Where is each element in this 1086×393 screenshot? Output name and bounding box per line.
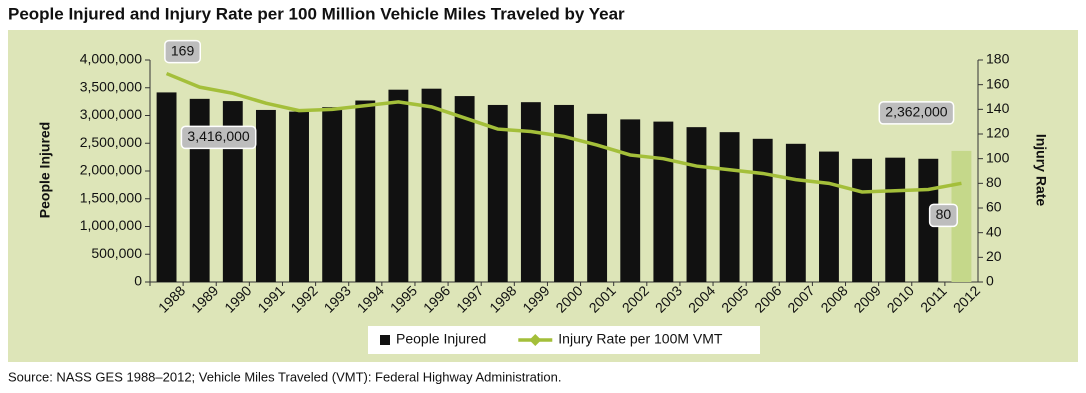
y-axis-title: People Injured bbox=[37, 122, 53, 218]
bar bbox=[653, 121, 674, 282]
bar bbox=[355, 100, 376, 282]
bar bbox=[752, 138, 773, 282]
y2-tick-label: 20 bbox=[986, 248, 1002, 264]
data-label-box bbox=[878, 101, 955, 125]
line bbox=[165, 71, 962, 194]
chart-title: People Injured and Injury Rate per 100 M… bbox=[8, 4, 625, 23]
data-label: 169 bbox=[171, 42, 195, 58]
y-tick-label: 3,000,000 bbox=[80, 106, 142, 122]
data-label: 2,362,000 bbox=[885, 104, 947, 120]
data-label: 80 bbox=[936, 206, 952, 222]
bar bbox=[785, 143, 806, 282]
bar bbox=[554, 104, 574, 282]
data-label-box bbox=[180, 125, 257, 150]
y-tick-label: 3,500,000 bbox=[80, 78, 142, 94]
bar bbox=[819, 151, 839, 282]
bar bbox=[289, 111, 309, 283]
bar bbox=[156, 92, 177, 282]
y2-tick-label: 0 bbox=[986, 273, 994, 289]
legend-label: People Injured bbox=[396, 331, 486, 347]
y2-tick-label: 100 bbox=[986, 149, 1010, 165]
y2-tick-label: 40 bbox=[986, 223, 1002, 239]
y2-tick-label: 60 bbox=[986, 199, 1002, 215]
legend-swatch bbox=[380, 335, 390, 345]
y-tick-label: 2,000,000 bbox=[80, 162, 142, 178]
legend-label: Injury Rate per 100M VMT bbox=[558, 331, 723, 347]
bar bbox=[587, 113, 608, 283]
data-label-box bbox=[928, 203, 958, 228]
bar bbox=[620, 119, 641, 282]
bar bbox=[255, 109, 276, 282]
y2-tick-label: 180 bbox=[986, 51, 1010, 67]
y-tick-label: 2,500,000 bbox=[80, 134, 142, 150]
y2-axis-title: Injury Rate bbox=[1033, 134, 1049, 207]
y2-tick-label: 80 bbox=[986, 174, 1002, 190]
bar bbox=[852, 158, 873, 282]
legend-box bbox=[368, 326, 760, 354]
bar bbox=[487, 104, 508, 282]
y-tick-label: 4,000,000 bbox=[80, 51, 142, 67]
source-note: Source: NASS GES 1988–2012; Vehicle Mile… bbox=[8, 369, 561, 384]
data-label-box bbox=[164, 39, 201, 64]
bar bbox=[719, 132, 740, 282]
y2-tick-label: 120 bbox=[986, 125, 1010, 141]
y2-tick-label: 160 bbox=[986, 75, 1010, 91]
bar bbox=[322, 107, 343, 282]
bar bbox=[388, 89, 409, 282]
bar bbox=[686, 127, 707, 282]
bar bbox=[421, 88, 442, 282]
y2-tick-label: 140 bbox=[986, 100, 1010, 116]
legend-marker bbox=[529, 334, 542, 346]
bar bbox=[454, 96, 475, 282]
y-tick-label: 500,000 bbox=[91, 245, 142, 261]
y-tick-label: 1,000,000 bbox=[80, 217, 142, 233]
y-tick-label: 1,500,000 bbox=[80, 189, 142, 205]
y-tick-label: 0 bbox=[134, 273, 142, 289]
data-label: 3,416,000 bbox=[187, 128, 249, 144]
bar bbox=[885, 157, 906, 282]
bar bbox=[520, 102, 541, 283]
